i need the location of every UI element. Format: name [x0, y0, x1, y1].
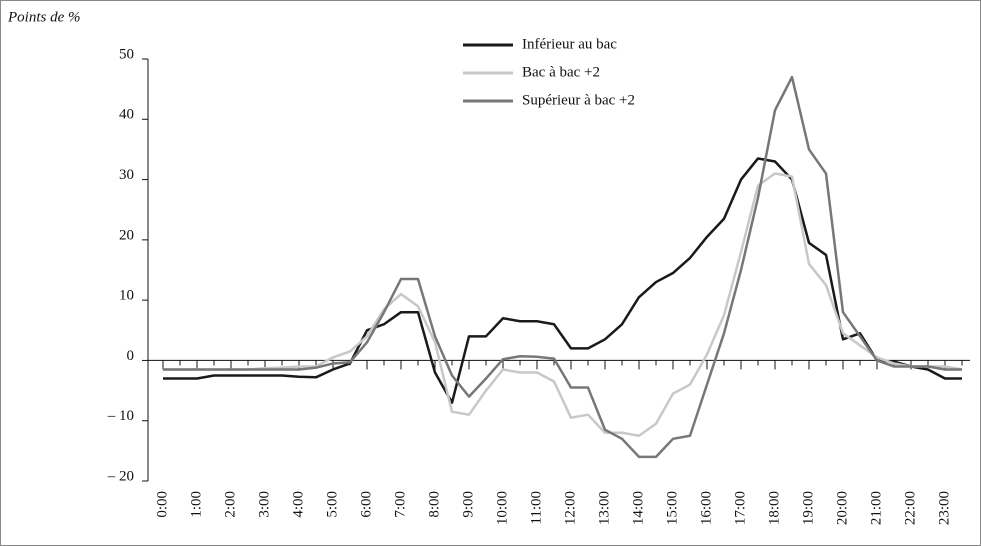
series-line — [163, 157, 962, 404]
x-tick-label: 14:00 — [630, 491, 646, 525]
x-tick-label: 5:00 — [324, 491, 340, 518]
x-tick-label: 21:00 — [868, 491, 884, 525]
x-tick-label: 7:00 — [392, 491, 408, 518]
x-tick-label: 2:00 — [222, 491, 238, 518]
x-tick-label: 8:00 — [426, 491, 442, 518]
x-tick-label: 22:00 — [902, 491, 918, 525]
series-line — [163, 75, 962, 459]
y-tick-label: – 20 — [107, 468, 134, 484]
x-tick-label: 12:00 — [562, 491, 578, 525]
y-tick-label: 40 — [119, 107, 134, 123]
y-tick-label: – 10 — [107, 408, 134, 424]
x-tick-label: 1:00 — [188, 491, 204, 518]
x-tick-label: 18:00 — [766, 491, 782, 525]
y-axis-label: Points de % — [7, 9, 81, 25]
x-tick-label: 11:00 — [528, 491, 544, 525]
x-tick-label: 0:00 — [154, 491, 170, 518]
y-tick-label: 50 — [119, 46, 134, 62]
y-tick-label: 20 — [119, 227, 134, 243]
x-tick-label: 3:00 — [256, 491, 272, 518]
y-tick-label: 10 — [119, 288, 134, 304]
y-tick-label: 30 — [119, 167, 134, 183]
x-tick-label: 4:00 — [290, 491, 306, 518]
x-tick-label: 20:00 — [834, 491, 850, 525]
x-tick-label: 9:00 — [460, 491, 476, 518]
y-tick-label: 0 — [127, 348, 135, 364]
legend-label: Supérieur à bac +2 — [522, 92, 635, 108]
legend-label: Bac à bac +2 — [522, 64, 600, 80]
series-line — [163, 172, 963, 438]
x-tick-label: 13:00 — [596, 491, 612, 525]
x-tick-label: 16:00 — [698, 491, 714, 525]
x-tick-label: 15:00 — [664, 491, 680, 525]
x-tick-label: 19:00 — [800, 491, 816, 525]
x-tick-label: 17:00 — [732, 491, 748, 525]
x-tick-label: 10:00 — [494, 491, 510, 525]
x-tick-label: 6:00 — [358, 491, 374, 518]
legend-label: Inférieur au bac — [522, 36, 617, 52]
x-tick-label: 23:00 — [936, 491, 952, 525]
